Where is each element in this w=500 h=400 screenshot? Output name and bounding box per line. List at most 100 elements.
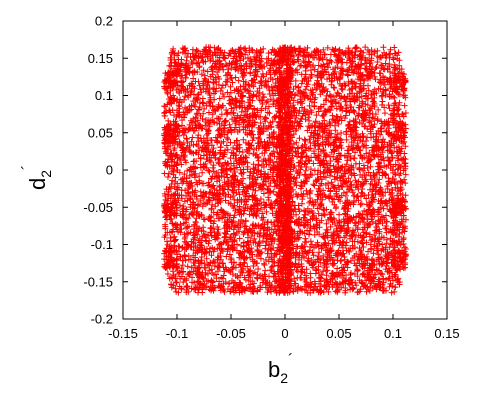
data-point bbox=[185, 288, 192, 295]
data-point bbox=[211, 119, 218, 126]
data-point bbox=[206, 168, 213, 175]
data-point bbox=[370, 250, 377, 257]
data-point bbox=[257, 63, 264, 70]
data-point bbox=[333, 193, 340, 200]
data-point bbox=[242, 217, 249, 224]
data-point bbox=[199, 54, 206, 61]
data-point bbox=[163, 161, 170, 168]
data-point bbox=[165, 170, 172, 177]
data-point bbox=[315, 266, 322, 273]
data-point bbox=[234, 87, 241, 94]
data-point bbox=[310, 148, 317, 155]
data-point bbox=[218, 111, 225, 118]
data-point bbox=[318, 287, 325, 294]
data-point bbox=[381, 66, 388, 73]
data-point bbox=[191, 205, 198, 212]
data-point bbox=[248, 58, 255, 65]
data-point bbox=[311, 103, 318, 110]
data-point bbox=[348, 181, 355, 188]
data-point bbox=[350, 199, 357, 206]
data-point bbox=[271, 202, 278, 209]
data-point bbox=[228, 105, 235, 112]
data-point bbox=[312, 280, 319, 287]
data-point bbox=[221, 233, 228, 240]
data-point bbox=[194, 181, 201, 188]
data-point bbox=[310, 62, 317, 69]
data-point bbox=[165, 117, 172, 124]
data-point bbox=[339, 238, 346, 245]
data-point bbox=[378, 261, 385, 268]
data-point bbox=[339, 59, 346, 66]
data-point bbox=[324, 267, 331, 274]
data-point bbox=[375, 106, 382, 113]
data-point bbox=[335, 121, 342, 128]
data-point bbox=[179, 83, 186, 90]
data-point bbox=[317, 259, 324, 266]
data-point bbox=[246, 172, 253, 179]
data-point bbox=[228, 167, 234, 173]
data-point bbox=[174, 52, 181, 59]
data-point bbox=[269, 263, 276, 270]
data-point bbox=[385, 268, 392, 275]
data-point bbox=[355, 210, 362, 217]
data-point bbox=[381, 49, 388, 56]
data-point bbox=[328, 216, 335, 223]
data-point bbox=[333, 105, 340, 112]
data-point bbox=[250, 170, 257, 177]
data-point bbox=[188, 138, 195, 145]
data-point bbox=[235, 67, 242, 74]
data-point bbox=[352, 130, 359, 137]
data-point bbox=[367, 180, 374, 187]
data-point bbox=[315, 253, 322, 260]
data-point bbox=[239, 73, 246, 80]
data-point bbox=[250, 263, 257, 270]
data-point bbox=[380, 192, 387, 199]
data-point bbox=[331, 185, 338, 192]
data-point bbox=[328, 179, 335, 186]
data-point bbox=[260, 199, 267, 206]
data-point bbox=[260, 190, 267, 197]
data-point bbox=[363, 277, 370, 284]
data-point bbox=[231, 168, 238, 175]
data-point bbox=[261, 204, 268, 211]
data-point bbox=[372, 220, 379, 227]
data-point bbox=[367, 186, 373, 193]
data-point bbox=[389, 175, 396, 182]
data-point bbox=[374, 53, 381, 60]
data-point bbox=[236, 148, 243, 155]
data-point bbox=[182, 74, 189, 81]
data-point bbox=[309, 213, 316, 220]
data-point bbox=[269, 87, 276, 94]
data-point bbox=[245, 90, 252, 97]
data-point bbox=[323, 220, 330, 227]
data-point bbox=[314, 241, 321, 248]
data-point bbox=[351, 109, 358, 116]
data-point bbox=[394, 166, 401, 173]
data-point bbox=[325, 127, 332, 134]
data-point bbox=[222, 264, 229, 271]
data-point bbox=[293, 149, 300, 156]
data-point bbox=[209, 201, 216, 208]
data-point bbox=[363, 195, 370, 202]
data-point bbox=[191, 69, 198, 76]
data-point bbox=[203, 249, 210, 256]
data-point bbox=[358, 189, 365, 196]
data-point bbox=[257, 255, 264, 262]
data-point bbox=[204, 68, 211, 75]
data-point bbox=[203, 102, 210, 109]
data-point bbox=[344, 188, 351, 195]
data-point bbox=[232, 124, 239, 131]
data-point bbox=[232, 74, 239, 81]
data-point bbox=[358, 200, 365, 207]
data-point bbox=[234, 197, 241, 204]
data-point bbox=[217, 253, 224, 260]
data-point bbox=[237, 166, 244, 173]
data-point bbox=[262, 157, 269, 164]
data-point bbox=[220, 272, 227, 279]
data-point bbox=[270, 229, 277, 236]
data-point bbox=[190, 98, 197, 105]
data-point bbox=[214, 138, 221, 145]
data-point bbox=[360, 244, 367, 251]
data-point bbox=[255, 266, 262, 273]
